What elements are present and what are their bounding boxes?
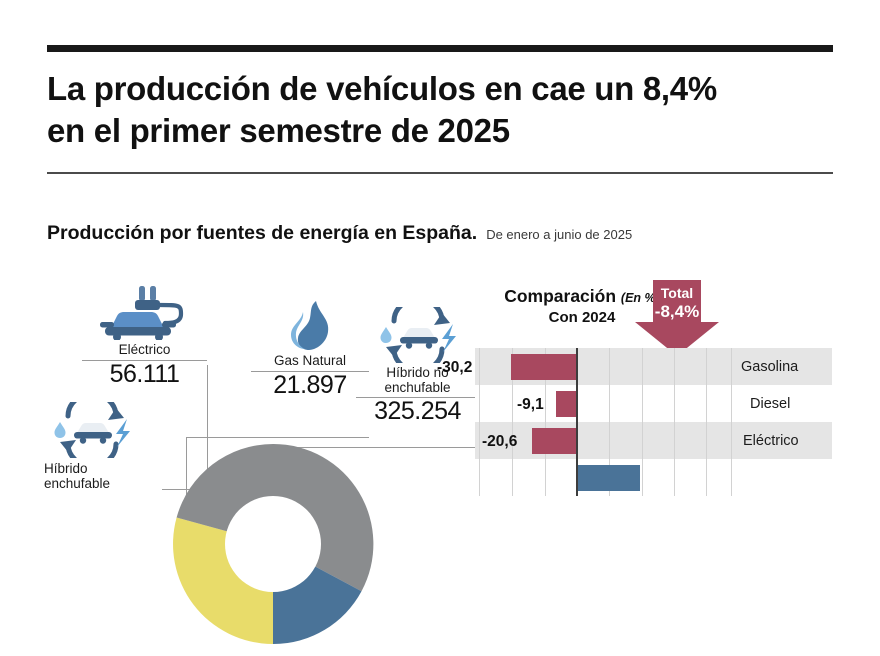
comparison-plot-area: -30,2 -9,1 -20,6 Gasolina Diesel Eléctri… — [437, 348, 832, 496]
comparison-title-note: (En %) — [620, 291, 660, 305]
source-gas-natural-value: 21.897 — [273, 371, 347, 400]
leader-hibnoench-horizontal — [272, 447, 479, 448]
production-donut-chart — [166, 437, 380, 651]
gridline — [545, 348, 546, 496]
gridline — [609, 348, 610, 496]
gridline — [642, 348, 643, 496]
source-hibrido-no-enchufable: Híbrido no enchufable 325.254 — [356, 307, 479, 424]
gridline — [479, 348, 480, 496]
headline-line-1: La producción de vehículos en cae un 8,4… — [47, 70, 717, 107]
comparison-title: Comparación — [504, 286, 617, 306]
header-divider — [47, 172, 833, 174]
gridline — [512, 348, 513, 496]
source-hibrido-no-enchufable-value: 325.254 — [374, 397, 461, 426]
total-arrow-text: Total -8,4% — [635, 285, 719, 321]
source-electrico: Eléctrico 56.111 — [82, 284, 207, 387]
source-hibrido-no-enchufable-rule — [356, 397, 479, 399]
comparison-title-block: Comparación (En %) Con 2024 — [482, 286, 682, 326]
source-hibrido-no-enchufable-label: Híbrido no enchufable — [356, 365, 479, 395]
total-label: Total — [660, 285, 694, 301]
bar-electrico — [532, 428, 576, 454]
source-electrico-label: Eléctrico — [118, 342, 171, 357]
zero-axis-line — [576, 348, 578, 496]
row-band-hibrido — [475, 459, 832, 496]
gridline — [706, 348, 707, 496]
source-electrico-value: 56.111 — [109, 360, 180, 389]
label-line-1: Híbrido no — [386, 365, 449, 380]
comparison-title-line: Comparación (En %) — [482, 286, 682, 307]
bar-value-diesel: -9,1 — [517, 396, 544, 413]
source-gas-natural-rule — [251, 371, 369, 373]
top-rule — [47, 45, 833, 52]
label-line-2: enchufable — [384, 380, 451, 396]
bar-value-gasolina: -30,2 — [437, 359, 473, 376]
gridline — [731, 348, 732, 496]
label-line-1: Híbrido — [44, 461, 88, 476]
headline-line-2: en el primer semestre de 2025 — [47, 111, 510, 149]
source-gas-natural: Gas Natural 21.897 — [251, 300, 369, 398]
row-label-electrico: Eléctrico — [743, 433, 799, 449]
total-arrow-badge: Total -8,4% — [635, 280, 719, 356]
down-arrow-icon — [635, 280, 719, 356]
bar-gasolina — [511, 354, 576, 380]
gridline — [674, 348, 675, 496]
source-hibrido-enchufable: Híbrido enchufable — [44, 402, 162, 491]
section-title: Producción por fuentes de energía en Esp… — [47, 222, 478, 244]
leader-gas-horizontal — [186, 437, 369, 438]
page-title: La producción de vehículos en cae un 8,4… — [47, 68, 837, 151]
leader-gas-vertical — [186, 437, 187, 495]
section-period: De enero a junio de 2025 — [486, 227, 633, 242]
bar-value-electrico: -20,6 — [482, 433, 518, 450]
total-value: -8,4% — [654, 301, 700, 321]
bar-diesel — [556, 391, 576, 417]
bar-hibrido — [578, 465, 640, 491]
label-line-2: enchufable — [44, 476, 111, 492]
row-band-diesel — [475, 385, 832, 422]
source-electrico-rule — [82, 360, 207, 362]
row-label-diesel: Diesel — [750, 396, 791, 412]
source-gas-natural-label: Gas Natural — [273, 353, 347, 368]
leader-electrico-vertical — [207, 365, 208, 495]
row-label-gasolina: Gasolina — [741, 359, 799, 375]
gas-flame-icon — [251, 300, 369, 352]
comparison-chart: Comparación (En %) Con 2024 Total -8,4% — [437, 280, 880, 496]
electric-car-plug-icon — [82, 284, 207, 340]
section-header: Producción por fuentes de energía en Esp… — [47, 222, 632, 245]
source-hibrido-enchufable-label: Híbrido enchufable — [44, 461, 162, 491]
hybrid-car-cycle-icon — [356, 307, 479, 363]
plugin-hybrid-car-icon — [44, 402, 162, 458]
comparison-subtitle: Con 2024 — [548, 309, 616, 326]
